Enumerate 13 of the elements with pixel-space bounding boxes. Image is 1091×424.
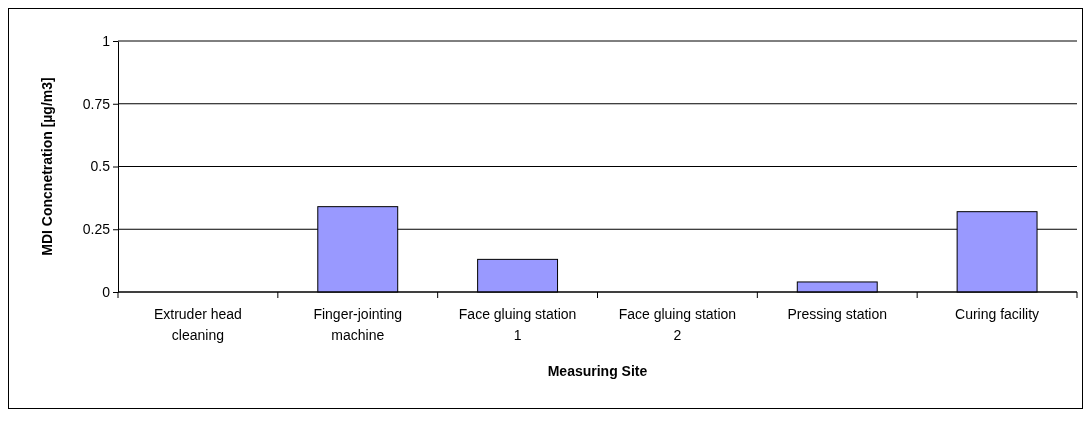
y-axis-title: MDI Concnetration [µg/m3] xyxy=(39,77,55,256)
x-tick-label: Finger-jointing machine xyxy=(313,306,403,343)
x-tick-label: Extruder head cleaning xyxy=(153,306,242,343)
y-tick-label: 0.25 xyxy=(82,221,111,238)
x-tick-label: Face gluing station 1 xyxy=(458,306,577,343)
y-tick-label: 0.5 xyxy=(90,158,111,175)
y-tick-label: 1 xyxy=(102,32,111,49)
y-tick-label: 0 xyxy=(102,283,111,300)
x-tick-label: Curing facility xyxy=(955,306,1040,322)
x-axis-title: Measuring Site xyxy=(547,363,648,379)
x-tick-label: Face gluing station 2 xyxy=(618,306,737,343)
x-tick-label: Pressing station xyxy=(787,306,888,322)
y-tick-label: 0.75 xyxy=(82,95,111,112)
